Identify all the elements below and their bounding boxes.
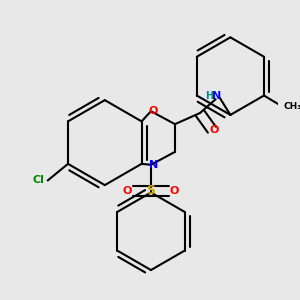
Text: O: O	[148, 106, 158, 116]
Text: Cl: Cl	[32, 176, 44, 185]
Text: CH₃: CH₃	[284, 102, 300, 111]
Text: O: O	[123, 186, 132, 196]
Text: N: N	[212, 92, 222, 101]
Text: S: S	[146, 184, 155, 197]
Text: O: O	[210, 125, 219, 135]
Text: O: O	[170, 186, 179, 196]
Text: H: H	[206, 92, 214, 101]
Text: N: N	[148, 160, 158, 170]
